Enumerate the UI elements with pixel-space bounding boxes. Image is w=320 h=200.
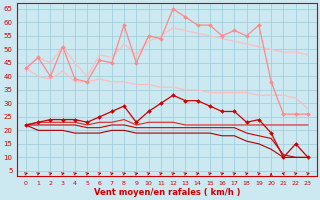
X-axis label: Vent moyen/en rafales ( km/h ): Vent moyen/en rafales ( km/h ) — [94, 188, 240, 197]
